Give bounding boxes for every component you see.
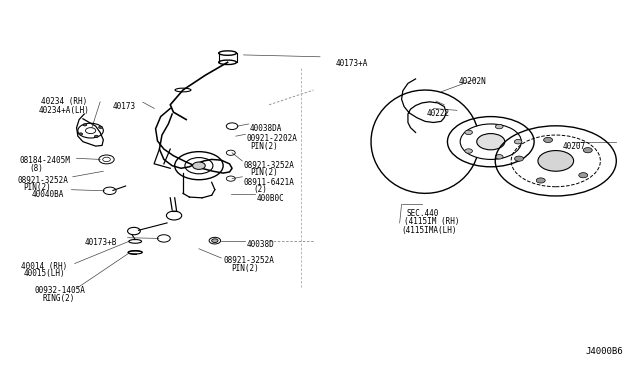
Text: 40038D: 40038D <box>246 240 275 248</box>
Text: 40207: 40207 <box>562 142 585 151</box>
Circle shape <box>465 130 472 135</box>
Text: 40173: 40173 <box>113 102 136 111</box>
Text: 40234+A(LH): 40234+A(LH) <box>38 106 89 115</box>
Circle shape <box>495 124 503 129</box>
Text: 40202N: 40202N <box>459 77 486 86</box>
Text: 08911-6421A: 08911-6421A <box>244 178 294 187</box>
Text: 08921-3252A: 08921-3252A <box>223 256 274 265</box>
Text: 40173+B: 40173+B <box>84 238 116 247</box>
Text: PIN(2): PIN(2) <box>24 183 51 192</box>
Circle shape <box>193 162 205 169</box>
Text: 40014 (RH): 40014 (RH) <box>20 262 67 271</box>
Circle shape <box>95 135 99 138</box>
Text: (4115IM (RH): (4115IM (RH) <box>404 217 460 227</box>
Text: 400B0C: 400B0C <box>256 194 284 203</box>
Text: PIN(2): PIN(2) <box>250 168 278 177</box>
Circle shape <box>515 140 522 144</box>
Circle shape <box>543 137 552 142</box>
Circle shape <box>212 239 218 243</box>
Text: 40015(LH): 40015(LH) <box>24 269 65 278</box>
Text: 40222: 40222 <box>427 109 450 118</box>
Text: SEC.440: SEC.440 <box>406 209 438 218</box>
Circle shape <box>495 155 503 159</box>
Text: RING(2): RING(2) <box>43 294 75 303</box>
Text: 40040BA: 40040BA <box>32 190 65 199</box>
Text: 08184-2405M: 08184-2405M <box>19 157 70 166</box>
Text: 00932-1405A: 00932-1405A <box>35 286 85 295</box>
Circle shape <box>465 149 472 153</box>
Circle shape <box>579 173 588 178</box>
Text: (4115IMA(LH): (4115IMA(LH) <box>401 225 457 234</box>
Circle shape <box>79 133 83 135</box>
Circle shape <box>99 126 102 128</box>
Text: 08921-3252A: 08921-3252A <box>17 176 68 185</box>
Circle shape <box>477 134 505 150</box>
Text: 40173+A: 40173+A <box>336 59 368 68</box>
Circle shape <box>536 178 545 183</box>
Circle shape <box>583 148 592 153</box>
Text: (2): (2) <box>253 185 267 194</box>
Text: 08921-3252A: 08921-3252A <box>244 161 294 170</box>
Text: 40234 (RH): 40234 (RH) <box>41 97 87 106</box>
Text: PIN(2): PIN(2) <box>250 142 278 151</box>
Text: J4000B6: J4000B6 <box>585 347 623 356</box>
Circle shape <box>83 124 87 126</box>
Text: (8): (8) <box>29 164 44 173</box>
Text: 40038DA: 40038DA <box>250 124 282 133</box>
Circle shape <box>538 151 573 171</box>
Text: 00921-2202A: 00921-2202A <box>246 134 298 143</box>
Circle shape <box>515 156 524 161</box>
Text: PIN(2): PIN(2) <box>231 263 259 273</box>
